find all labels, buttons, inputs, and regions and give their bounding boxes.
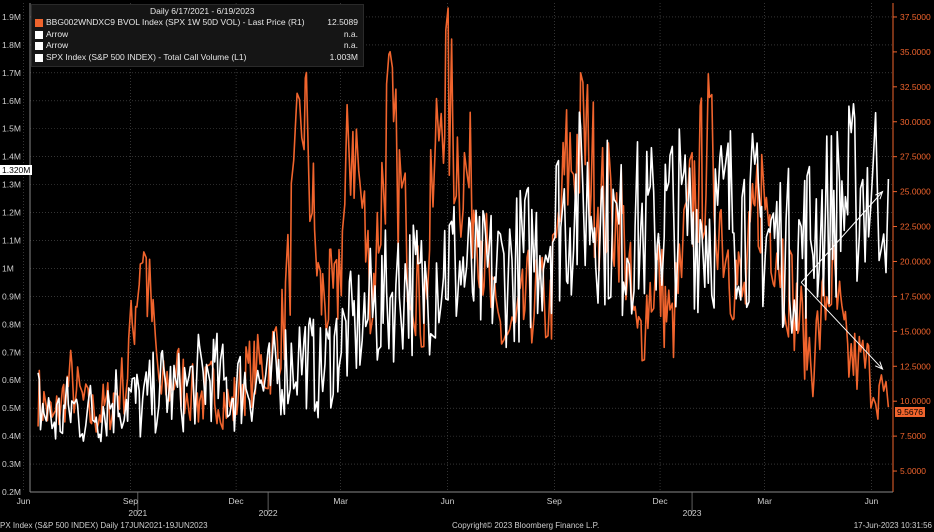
chart-legend: Daily 6/17/2021 - 6/19/2023 BBG002WNDXC9…: [31, 4, 364, 67]
legend-swatch-white: [35, 42, 43, 50]
annotation-arrow-head: [875, 361, 884, 370]
x-axis-tick-label: Mar: [757, 496, 772, 506]
right-axis-tick-label: 25.0000: [900, 187, 931, 197]
right-axis-tick-label: 7.5000: [900, 431, 926, 441]
legend-item-calls: SPX Index (S&P 500 INDEX) - Total Call V…: [32, 52, 363, 64]
x-axis-tick-label: Sep: [547, 496, 562, 506]
right-axis-tick-label: 12.5000: [900, 361, 931, 371]
legend-label: Arrow: [46, 28, 69, 39]
left-axis-tick-label: 1.3M: [2, 180, 21, 190]
right-axis-tick-label: 35.0000: [900, 47, 931, 57]
chart-footer: PX Index (S&P 500 INDEX) Daily 17JUN2021…: [0, 521, 934, 532]
right-axis-tick-label: 32.5000: [900, 82, 931, 92]
footer-left: PX Index (S&P 500 INDEX) Daily 17JUN2021…: [0, 521, 208, 530]
legend-label: SPX Index (S&P 500 INDEX) - Total Call V…: [46, 51, 247, 62]
legend-item-vol: BBG002WNDXC9 BVOL Index (SPX 1W 50D VOL)…: [32, 17, 363, 29]
left-axis-tick-label: 1.9M: [2, 12, 21, 22]
left-axis-tick-label: 1.7M: [2, 68, 21, 78]
left-axis-tick-label: 0.7M: [2, 347, 21, 357]
x-axis-tick-label: Dec: [652, 496, 668, 506]
x-axis-tick-label: Dec: [229, 496, 245, 506]
left-axis-tick-label: 0.8M: [2, 319, 21, 329]
right-axis-tick-label: 37.5000: [900, 12, 931, 22]
legend-swatch-white: [35, 30, 43, 39]
left-axis-tick-label: 1.1M: [2, 236, 21, 246]
legend-value: n.a.: [343, 28, 358, 39]
footer-timestamp: 17-Jun-2023 10:31:56: [853, 521, 932, 530]
left-axis-tick-label: 1.6M: [2, 96, 21, 106]
right-axis-tick-label: 20.0000: [900, 256, 931, 266]
x-axis-tick-label: Mar: [333, 496, 348, 506]
legend-swatch-white: [35, 53, 43, 62]
legend-value: n.a.: [343, 40, 358, 50]
legend-item-arrow-1: Arrow n.a.: [32, 29, 363, 41]
annotation-arrow-line: [800, 282, 883, 370]
series-line-call-volume: [37, 103, 890, 443]
right-axis-tick-label: 10.0000: [900, 396, 931, 406]
x-axis-tick-label: Jun: [17, 496, 31, 506]
left-axis-tick-label: 1.5M: [2, 124, 21, 134]
left-axis-tick-label: 1M: [2, 263, 14, 273]
right-axis-tick-label: 30.0000: [900, 117, 931, 127]
x-axis-tick-label: Jun: [441, 496, 455, 506]
year-label: 2022: [259, 508, 278, 518]
right-axis-tick-label: 22.5000: [900, 222, 931, 232]
legend-item-arrow-2: Arrow n.a.: [32, 40, 363, 52]
series-line-bvol: [37, 7, 890, 433]
legend-value: 12.5089: [327, 17, 358, 27]
right-axis-tick-label: 27.5000: [900, 152, 931, 162]
footer-copyright: Copyright© 2023 Bloomberg Finance L.P.: [452, 521, 600, 530]
right-axis-tick-label: 5.0000: [900, 466, 926, 476]
legend-header: Daily 6/17/2021 - 6/19/2023: [150, 6, 255, 16]
right-axis-tick-label: 17.5000: [900, 291, 931, 301]
legend-swatch-orange: [35, 19, 43, 27]
annotation-arrow-line: [800, 191, 883, 283]
left-axis-tick-label: 1.2M: [2, 208, 21, 218]
left-axis-tick-label: 1.4M: [2, 152, 21, 162]
left-axis-tick-label: 1.8M: [2, 40, 21, 50]
left-axis-last-value: 1.320M: [0, 165, 33, 175]
left-axis-tick-label: 0.6M: [2, 375, 21, 385]
left-axis-tick-label: 0.9M: [2, 291, 21, 301]
right-axis-last-value: 9.5676: [895, 407, 925, 417]
right-axis-tick-label: 15.0000: [900, 326, 931, 336]
left-axis-tick-label: 0.4M: [2, 431, 21, 441]
x-axis-tick-label: Jun: [865, 496, 879, 506]
legend-value: 1.003M: [329, 51, 358, 62]
annotation-arrow-head: [875, 190, 884, 200]
left-axis-tick-label: 0.3M: [2, 459, 21, 469]
left-axis-tick-label: 0.2M: [2, 487, 21, 497]
x-axis-tick-label: Sep: [123, 496, 138, 506]
legend-label: BBG002WNDXC9 BVOL Index (SPX 1W 50D VOL)…: [46, 17, 305, 27]
year-label: 2021: [128, 508, 147, 518]
year-label: 2023: [683, 508, 702, 518]
left-axis-tick-label: 0.5M: [2, 403, 21, 413]
legend-label: Arrow: [46, 40, 69, 50]
